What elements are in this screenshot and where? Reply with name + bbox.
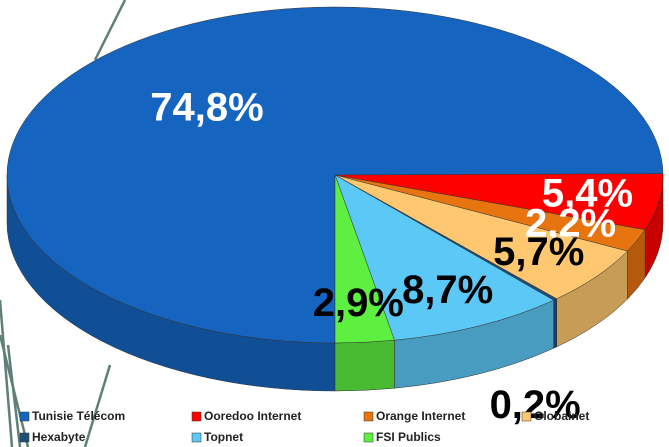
value-label: 2,9% — [313, 281, 404, 325]
legend-swatch — [19, 432, 30, 443]
legend-label: Tunisie Télécom — [32, 409, 125, 423]
legend-label: Orange Internet — [376, 409, 465, 423]
legend-label: Globalnet — [534, 409, 589, 423]
pie-side — [553, 298, 557, 349]
legend-swatch — [191, 432, 202, 443]
value-label: 8,7% — [402, 268, 493, 312]
legend-label: Topnet — [204, 430, 243, 444]
value-labels: 74,8% 5,4%2,2%5,7% 0,2% 8,7%2,9% — [150, 85, 633, 427]
value-label: 5,4% — [542, 172, 633, 216]
legend-label: Hexabyte — [32, 430, 86, 444]
value-label: 5,7% — [493, 230, 584, 274]
legend-swatch — [521, 411, 532, 422]
decoration — [0, 0, 127, 447]
legend-swatch — [363, 411, 374, 422]
pie-slice — [6, 6, 664, 344]
pie-slice — [334, 174, 395, 344]
value-label: 0,2% — [490, 383, 581, 427]
legend-swatch — [19, 411, 30, 422]
pie-side — [334, 339, 395, 392]
pie-tops — [6, 6, 664, 344]
value-label: 74,8% — [150, 85, 263, 129]
legend-swatch — [191, 411, 202, 422]
pie-slice — [334, 174, 555, 341]
legend-label: FSI Publics — [376, 430, 441, 444]
legend-label: Ooredoo Internet — [204, 409, 301, 423]
value-label: 2,2% — [525, 202, 616, 246]
legend-swatch — [363, 432, 374, 443]
